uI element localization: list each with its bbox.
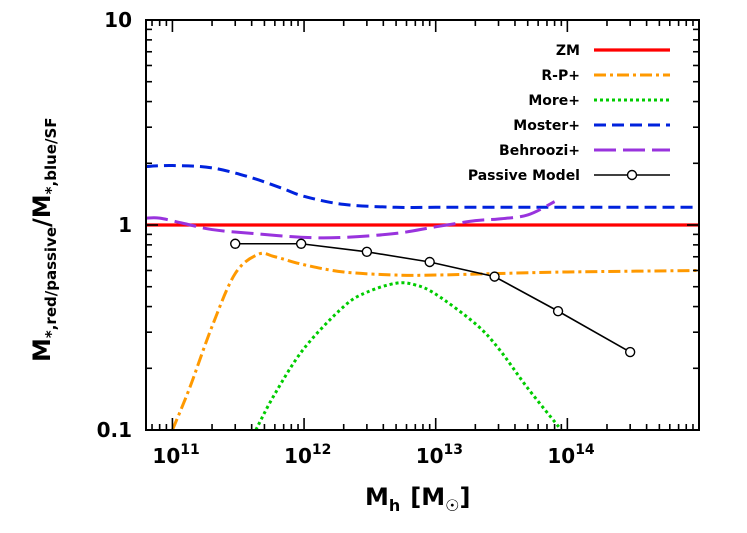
- legend-label: Moster+: [513, 118, 580, 134]
- data-point: [361, 246, 373, 258]
- y-label-base2: M: [28, 194, 56, 218]
- legend-label: ZM: [556, 43, 580, 59]
- y-label-sub1: *,red/passive: [42, 227, 60, 338]
- legend-label: R-P+: [541, 68, 580, 84]
- y-label-sub2: *,blue/SF: [42, 118, 60, 195]
- x-tick-label: 1013: [416, 442, 463, 468]
- y-tick-label: 1: [118, 213, 132, 237]
- x-label-base: M: [365, 483, 389, 511]
- sun-symbol-sub: ☉: [445, 496, 459, 515]
- series-line-more: [254, 281, 563, 430]
- legend-label: Passive Model: [468, 168, 580, 184]
- legend-label: More+: [528, 93, 580, 109]
- x-label-unit-close: ]: [459, 483, 470, 511]
- x-label-sub: h: [389, 496, 400, 515]
- plot-frame: [145, 19, 700, 431]
- legend-marker: [626, 169, 638, 181]
- series-line-r-p: [171, 251, 699, 430]
- x-label-unit: [M: [410, 483, 445, 511]
- y-tick-label: 10: [104, 8, 132, 32]
- x-axis-label: Mh [M☉]: [365, 483, 470, 515]
- legend-label: Behroozi+: [499, 143, 580, 159]
- x-tick-label: 1014: [547, 442, 595, 468]
- series-layer: [146, 164, 699, 430]
- y-tick-label: 0.1: [97, 418, 132, 442]
- data-point: [295, 238, 307, 249]
- x-tick-label: 1012: [284, 442, 331, 468]
- data-point: [489, 271, 500, 282]
- data-point: [424, 256, 435, 268]
- data-point: [552, 305, 564, 317]
- data-point: [230, 238, 241, 249]
- y-label-base1: M: [28, 338, 56, 362]
- labels-layer: 0.1 1 10 1011 1012 1013 1014: [97, 8, 595, 468]
- series-line-moster: [146, 164, 699, 210]
- data-point: [624, 346, 636, 358]
- y-axis-label: M*,red/passive/M*,blue/SF: [28, 118, 60, 363]
- series-line-behroozi: [146, 200, 556, 240]
- y-label-slash: /: [28, 218, 56, 227]
- legend: ZM R-P+ More+ Moster+ Behroozi+ Passive Model: [468, 43, 670, 184]
- x-tick-label: 1011: [152, 442, 199, 468]
